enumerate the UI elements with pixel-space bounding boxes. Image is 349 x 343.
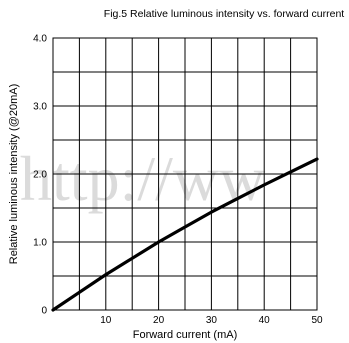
chart-title: Fig.5 Relative luminous intensity vs. fo… bbox=[104, 8, 345, 20]
x-tick-label: 40 bbox=[259, 315, 271, 326]
y-tick-label: 3.0 bbox=[33, 102, 47, 113]
y-axis-label: Relative luminous intensity (@20mA) bbox=[8, 84, 20, 265]
x-tick-label: 10 bbox=[100, 315, 112, 326]
x-axis-label: Forward current (mA) bbox=[133, 329, 238, 341]
y-axis-ticks: 0 1.0 2.0 3.0 4.0 bbox=[33, 34, 47, 317]
plot-frame bbox=[52, 37, 318, 311]
series-group bbox=[51, 157, 319, 312]
y-tick-label: 4.0 bbox=[33, 34, 47, 45]
y-tick-label: 1.0 bbox=[33, 238, 47, 249]
x-axis-ticks: 10 20 30 40 50 bbox=[100, 315, 323, 326]
watermark: http://ww bbox=[20, 143, 265, 214]
y-tick-label: 2.0 bbox=[33, 170, 47, 181]
grid bbox=[53, 37, 318, 310]
x-tick-label: 30 bbox=[206, 315, 218, 326]
series-line bbox=[51, 157, 319, 312]
y-tick-label: 0 bbox=[41, 306, 47, 317]
x-tick-label: 20 bbox=[153, 315, 165, 326]
x-tick-label: 50 bbox=[311, 315, 323, 326]
